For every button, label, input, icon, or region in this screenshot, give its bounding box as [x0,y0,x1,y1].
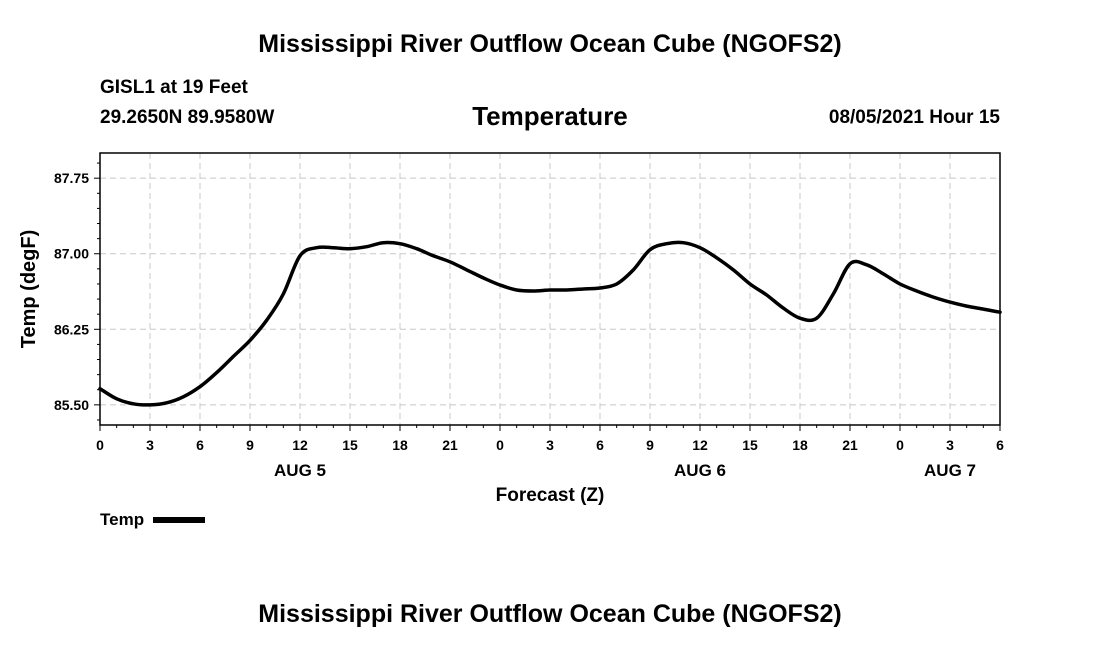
x-tick-label: 21 [442,437,458,453]
y-tick-label: 86.25 [54,321,89,337]
series-layer [98,240,1002,407]
coordinates-label: 29.2650N 89.9580W [100,107,275,128]
series-line-temp [98,240,1002,407]
x-axis: 0 3 6 9 12 15 18 21 0 3 6 9 12 15 18 21 0 3 6 [96,425,1004,453]
y-tick-label: 87.00 [54,246,89,262]
y-axis-label: Temp (degF) [18,230,40,349]
x-tick-label: 18 [792,437,808,453]
main-title: Mississippi River Outflow Ocean Cube (NG… [258,30,842,58]
x-tick-label: 12 [692,437,708,453]
x-tick-label: 0 [896,437,904,453]
x-axis-label: Forecast (Z) [496,485,605,506]
day-label: AUG 6 [674,461,726,480]
legend: Temp [100,510,206,530]
x-tick-label: 6 [196,437,204,453]
footer-title: Mississippi River Outflow Ocean Cube (NG… [258,600,842,628]
legend-swatch-temp [153,517,206,523]
x-tick-label: 18 [392,437,408,453]
y-tick-label: 85.50 [54,397,89,413]
x-tick-label: 9 [246,437,254,453]
x-tick-label: 9 [646,437,654,453]
day-label: AUG 5 [274,461,326,480]
x-tick-label: 15 [342,437,358,453]
day-labels: AUG 5 AUG 6 AUG 7 [274,461,976,480]
day-label: AUG 7 [924,461,976,480]
station-label: GISL1 at 19 Feet [100,77,248,98]
x-tick-label: 6 [996,437,1004,453]
x-tick-label: 12 [292,437,308,453]
x-tick-label: 15 [742,437,758,453]
x-tick-label: 0 [496,437,504,453]
legend-label-temp: Temp [100,510,145,529]
chart-subtitle: Temperature [472,101,628,131]
grid-lines [100,153,1000,425]
y-tick-label: 87.75 [54,170,89,186]
plot-frame [99,152,1001,426]
forecast-timestamp: 08/05/2021 Hour 15 [828,107,1000,128]
x-tick-label: 3 [146,437,154,453]
x-tick-label: 3 [946,437,954,453]
x-tick-label: 3 [546,437,554,453]
x-tick-label: 6 [596,437,604,453]
y-axis: 85.50 86.25 87.00 87.75 [54,162,100,421]
x-tick-label: 21 [842,437,858,453]
x-tick-label: 0 [96,437,104,453]
